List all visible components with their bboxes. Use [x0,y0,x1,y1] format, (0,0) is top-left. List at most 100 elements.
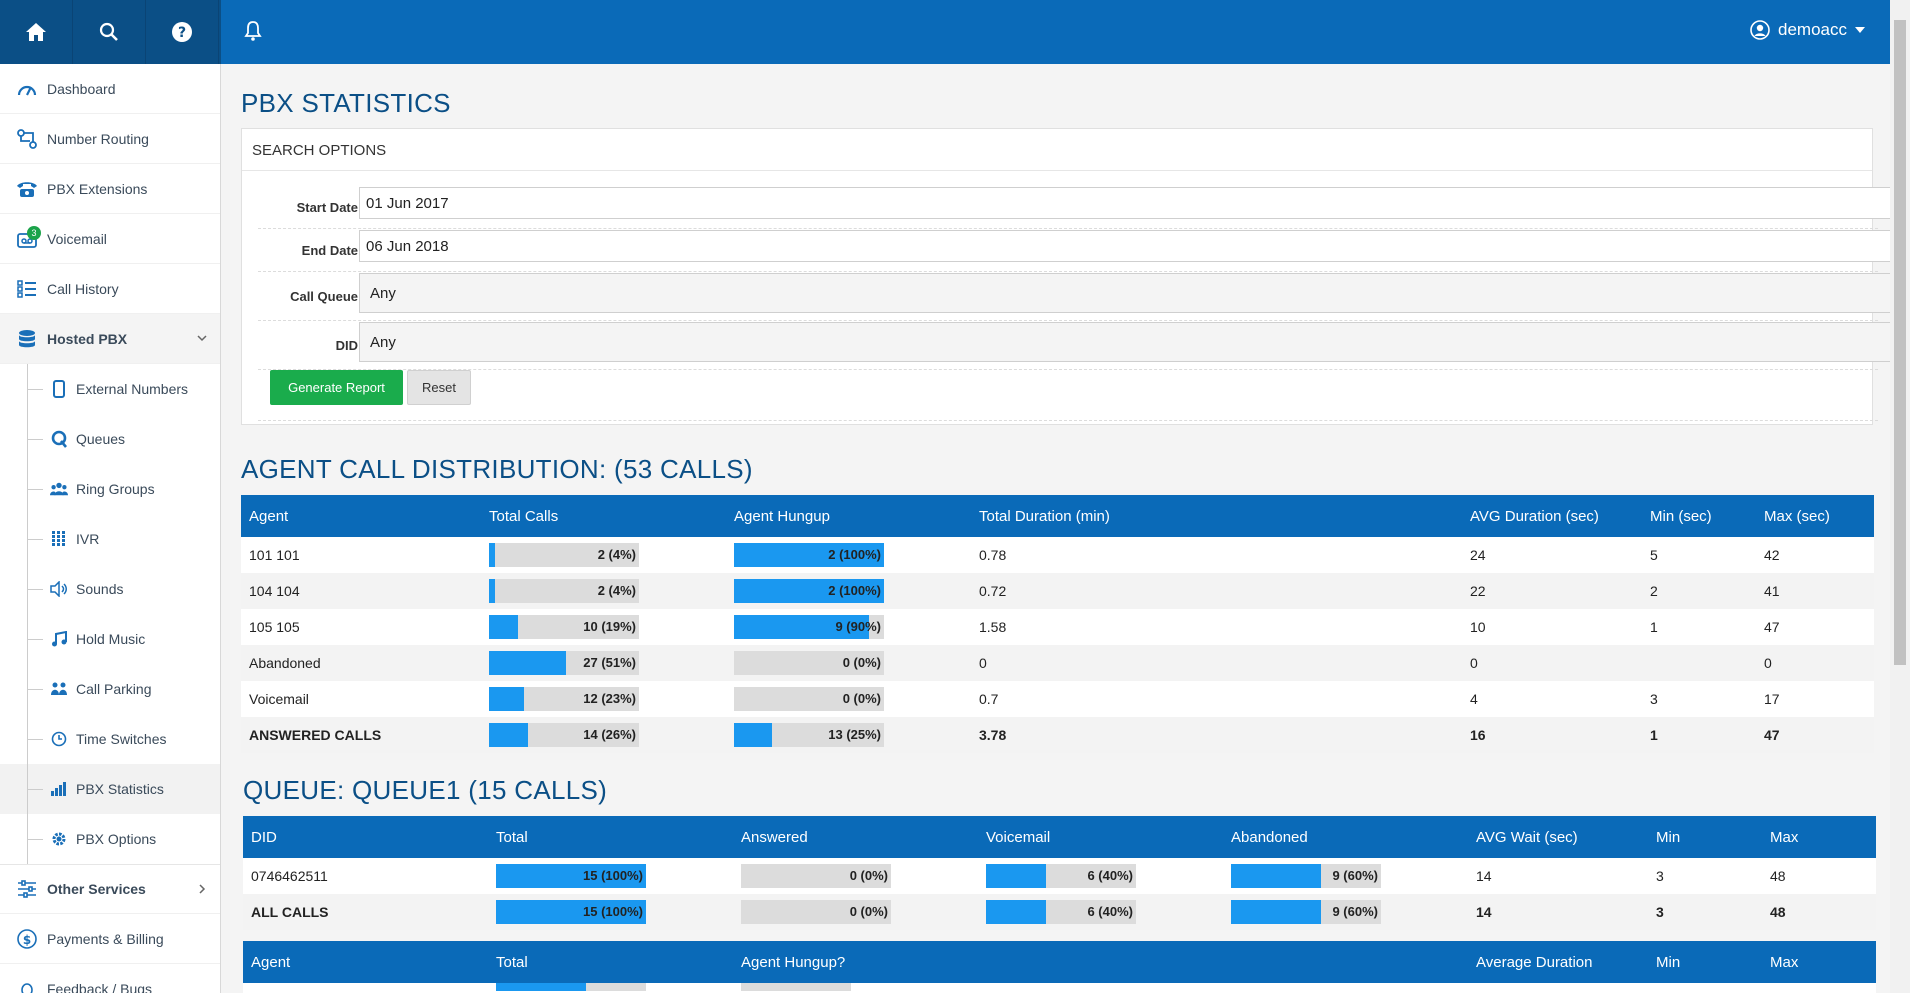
speaker-icon [50,580,68,598]
call-queue-label: Call Queue [290,289,358,304]
progress-fill [734,579,884,603]
sidebar-item-pbx-options[interactable]: PBX Options [0,814,220,864]
sidebar-item-ivr[interactable]: IVR [0,514,220,564]
progress-label: 0 (0%) [842,655,881,670]
chevron-right-icon [199,884,206,894]
column-header: Max (sec) [1756,495,1874,537]
call-queue-row: Call Queue Any [258,273,1890,321]
progress-label: 0 (0%) [849,904,888,919]
sidebar-item-pbx-statistics[interactable]: PBX Statistics [0,764,220,814]
sidebar-item-label: Feedback / Bugs [47,980,153,993]
table-row: 105 105 10 (19%) 9 (90%) 1.58 10 1 47 [241,609,1874,645]
sidebar-item-payments-billing[interactable]: $ Payments & Billing [0,914,220,964]
sidebar-item-sounds[interactable]: Sounds [0,564,220,614]
progress-label: 2 (4%) [597,583,636,598]
column-header: Total Duration (min) [971,495,1462,537]
sidebar-item-label: Other Services [47,881,146,897]
gear-icon [50,830,68,848]
column-header: Max [1762,816,1876,858]
sidebar-item-call-history[interactable]: Call History [0,264,220,314]
list-icon [16,278,38,300]
sidebar-item-label: Call Parking [76,681,152,697]
search-button[interactable] [73,0,146,64]
bar-cell: 12 (23%) [481,681,726,717]
routing-icon [16,128,38,150]
queue-title: QUEUE: QUEUE1 (15 CALLS) [243,775,608,805]
reset-button[interactable]: Reset [407,370,471,405]
table-row: Abandoned 27 (51%) 0 (0%) 0 0 0 [241,645,1874,681]
user-menu[interactable]: demoacc [1750,20,1865,40]
progress-bar: 13 (25%) [734,723,884,747]
table-cell: 3 [1650,691,1658,707]
progress-fill [734,723,772,747]
progress-label: 9 (90%) [835,619,881,634]
bar-cell: 9 (90%) [726,609,971,645]
sidebar-item-number-routing[interactable]: Number Routing [0,114,220,164]
username: demoacc [1778,20,1847,39]
scrollbar-thumb[interactable] [1894,20,1906,665]
table-cell: 47 [1764,619,1780,635]
table-cell: 42 [1764,547,1780,563]
column-header: Agent Hungup [726,495,971,537]
progress-label: 2 (100%) [828,583,881,598]
progress-bar: 12 (23%) [489,687,639,711]
end-date-row: End Date 06 Jun 2018 [258,230,1890,272]
end-date-input[interactable]: 06 Jun 2018 [359,230,1890,262]
column-header: Total Calls [481,495,726,537]
call-queue-select[interactable]: Any [359,273,1890,313]
notifications-button[interactable] [243,20,263,47]
sidebar-item-queues[interactable]: Queues [0,414,220,464]
bar-cell: 2 (100%) [726,573,971,609]
end-date-label: End Date [301,243,358,258]
queue-icon [50,430,68,448]
parking-icon [50,680,68,698]
gauge-icon [16,78,38,100]
sidebar-item-label: Ring Groups [76,481,155,497]
start-date-input[interactable]: 01 Jun 2017 [359,187,1890,219]
sidebar-item-label: Voicemail [47,230,107,247]
progress-fill [496,900,646,924]
progress-bar: 15 (100%) [496,864,646,888]
sidebar-item-hold-music[interactable]: Hold Music [0,614,220,664]
generate-report-button[interactable]: Generate Report [270,370,403,405]
table-cell: 0 [971,645,1462,681]
sidebar-item-label: PBX Statistics [76,781,164,797]
sidebar-item-pbx-extensions[interactable]: PBX Extensions [0,164,220,214]
bar-chart-icon [50,780,68,798]
help-button[interactable]: ? [146,0,219,64]
sidebar-item-call-parking[interactable]: Call Parking [0,664,220,714]
dollar-icon: $ [16,928,38,950]
table-cell: 0.78 [979,547,1007,563]
sidebar-item-external-numbers[interactable]: External Numbers [0,364,220,414]
bar-cell: 13 (25%) [726,717,971,753]
sidebar-item-hosted-pbx[interactable]: Hosted PBX [0,314,220,364]
progress-label: 9 (60%) [1332,868,1378,883]
table-cell: 4 [1470,691,1478,707]
sidebar-item-time-switches[interactable]: Time Switches [0,714,220,764]
progress-bar: 10 (19%) [489,615,639,639]
sidebar-item-label: Time Switches [76,731,167,747]
column-header: Total [488,941,733,983]
table-cell: Voicemail [249,691,309,707]
sidebar-item-feedback[interactable]: Feedback / Bugs [0,964,220,993]
sidebar-item-other-services[interactable]: Other Services [0,864,220,914]
bar-cell: 6 (40%) [978,894,1223,930]
progress-bar: 2 (100%) [734,543,884,567]
mobile-icon [50,380,68,398]
did-select[interactable]: Any [359,322,1890,362]
sidebar-item-ring-groups[interactable]: Ring Groups [0,464,220,514]
column-header: Voicemail [978,816,1223,858]
table-cell: 2 [1642,573,1756,609]
progress-bar: 9 (90%) [734,615,884,639]
database-icon [16,328,38,350]
search-options-panel: SEARCH OPTIONS Start Date 01 Jun 2017 En… [241,128,1890,425]
sidebar-item-dashboard[interactable]: Dashboard [0,64,220,114]
home-button[interactable] [0,0,73,64]
sidebar-item-voicemail[interactable]: 3 Voicemail [0,214,220,264]
scrollbar[interactable] [1890,0,1910,993]
table-cell: 3 [1656,868,1664,884]
phone-icon [16,178,38,200]
table-row: Voicemail 12 (23%) 0 (0%) 0.7 4 3 17 [241,681,1874,717]
table-row: ANSWERED CALLS 14 (26%) 13 (25%) 3.78 16 1 47 [241,717,1874,753]
table-cell: 48 [1770,868,1786,884]
